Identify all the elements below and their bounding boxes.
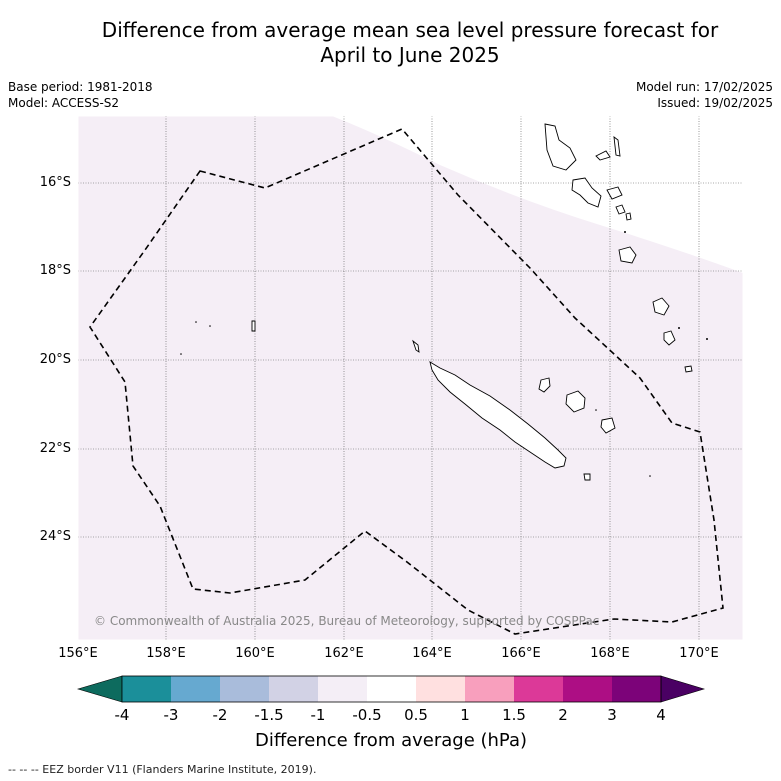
mare-island (600, 417, 616, 434)
chart-title: Difference from average mean sea level p… (0, 18, 781, 68)
lon-label-162e: 162°E (324, 646, 364, 661)
islet-3 (180, 353, 182, 355)
ouvea-island (538, 377, 551, 393)
malekula-island (571, 177, 602, 208)
colorbar-bin-2 (171, 676, 220, 702)
new-caledonia-grande-terre (429, 361, 567, 469)
title-line-2: April to June 2025 (320, 43, 500, 67)
colorbar-label: -1.5 (254, 706, 284, 724)
isle-of-pines (583, 473, 591, 481)
ambrym-island (606, 186, 623, 200)
colorbar-bin-11 (612, 676, 661, 702)
espiritu-santo (544, 123, 577, 171)
map-border (77, 115, 744, 641)
lon-label-156e: 156°E (58, 646, 98, 661)
lifou-island (565, 390, 586, 413)
colorbar-bin-9 (514, 676, 563, 702)
lon-label-158e: 158°E (146, 646, 186, 661)
colorbar-label: 1.5 (502, 706, 526, 724)
colorbar-low-arrow (76, 675, 123, 703)
colorbar-bin-8 (465, 676, 514, 702)
efate-island (618, 246, 637, 264)
lon-label-170e: 170°E (679, 646, 719, 661)
lat-label-20s: 20°S (39, 352, 71, 367)
colorbar-label: -0.5 (352, 706, 382, 724)
islet-1 (195, 321, 197, 323)
colorbar-label: 2 (558, 706, 568, 724)
map-credit: © Commonwealth of Australia 2025, Bureau… (94, 614, 600, 628)
lat-label-22s: 22°S (39, 441, 71, 456)
islet-2 (209, 325, 211, 327)
meta-left: Base period: 1981-2018 Model: ACCESS-S2 (8, 79, 153, 111)
colorbar-high-arrow (660, 675, 706, 703)
chesterfield-islet (251, 320, 256, 332)
colorbar-label: 0.5 (404, 706, 428, 724)
colorbar-bin-10 (563, 676, 612, 702)
colorbar-bin-3 (220, 676, 269, 702)
islet-5 (649, 475, 651, 477)
lon-label-164e: 164°E (412, 646, 452, 661)
colorbar-label: -4 (114, 706, 130, 724)
eez-legend-footer: -- -- -- EEZ border V11 (Flanders Marine… (8, 763, 317, 776)
aneityum-island (684, 365, 693, 373)
colorbar-label: -3 (163, 706, 179, 724)
model-name: Model: ACCESS-S2 (8, 96, 120, 110)
islet-7 (706, 338, 708, 340)
lat-label-18s: 18°S (39, 263, 71, 278)
islet-6 (678, 327, 680, 329)
colorbar-label: 4 (656, 706, 666, 724)
ambae-island (595, 150, 611, 161)
base-period: Base period: 1981-2018 (8, 80, 153, 94)
islet-4 (595, 409, 597, 411)
eez-border (89, 128, 724, 635)
colorbar-label: -2 (212, 706, 228, 724)
colorbar (76, 675, 706, 703)
colorbar-bin-6 (367, 676, 416, 702)
lon-label-166e: 166°E (501, 646, 541, 661)
erromango-island (652, 297, 670, 316)
epi-island (615, 204, 626, 215)
maewo-island (613, 136, 621, 157)
colorbar-bin-1 (122, 676, 171, 702)
lon-label-160e: 160°E (235, 646, 275, 661)
lat-label-24s: 24°S (39, 529, 71, 544)
colorbar-title: Difference from average (hPa) (254, 730, 528, 751)
colorbar-label: 3 (607, 706, 617, 724)
issued-date: Issued: 19/02/2025 (657, 96, 773, 110)
colorbar-label: 1 (460, 706, 470, 724)
lon-label-168e: 168°E (590, 646, 630, 661)
colorbar-label: -1 (310, 706, 326, 724)
belep-islands (412, 339, 420, 353)
title-line-1: Difference from average mean sea level p… (101, 18, 719, 42)
islet-8 (624, 231, 626, 233)
colorbar-outline (121, 675, 662, 703)
colorbar-bin-5 (318, 676, 367, 702)
lat-label-16s: 16°S (39, 175, 71, 190)
colorbar-bin-4 (269, 676, 318, 702)
tanna-island (663, 330, 676, 346)
graticule (78, 116, 743, 640)
shepherd-islets (625, 212, 632, 221)
colorbar-bin-7 (416, 676, 465, 702)
anomaly-field (78, 116, 743, 640)
meta-right: Model run: 17/02/2025 Issued: 19/02/2025 (636, 79, 773, 111)
model-run: Model run: 17/02/2025 (635, 80, 773, 94)
